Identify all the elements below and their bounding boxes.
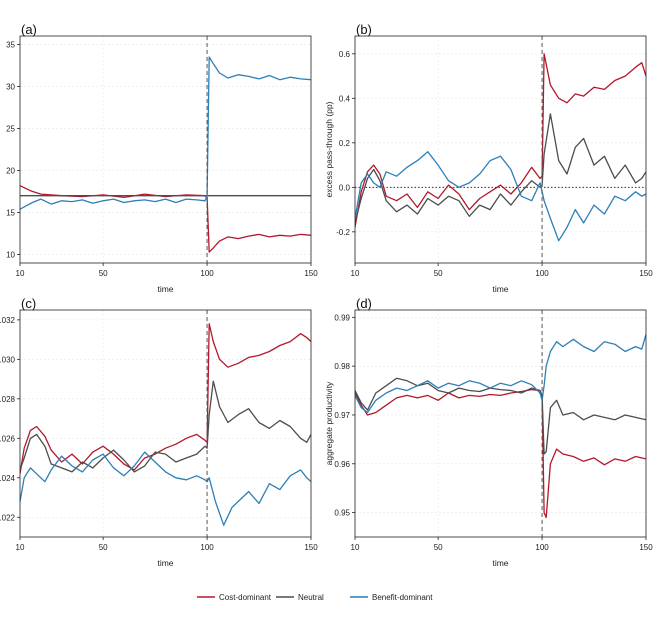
panel-label: (c) <box>21 296 36 311</box>
x-tick-label: 100 <box>200 269 214 278</box>
panel-label: (b) <box>356 22 372 37</box>
x-tick-label: 100 <box>535 269 549 278</box>
panel-label: (d) <box>356 296 372 311</box>
y-tick-label: .026 <box>0 434 16 443</box>
x-tick-label: 10 <box>351 269 360 278</box>
y-tick-label: 10 <box>6 251 15 260</box>
x-tick-label: 100 <box>535 543 549 552</box>
y-tick-label: .022 <box>0 513 16 522</box>
y-tick-label: .028 <box>0 395 16 404</box>
x-tick-label: 150 <box>639 269 653 278</box>
y-tick-label: 0.98 <box>334 362 350 371</box>
y-tick-label: 0.95 <box>334 509 350 518</box>
series-line-benefit <box>355 151 646 242</box>
y-axis-label: aggregate productivity <box>324 381 334 465</box>
x-tick-label: 50 <box>99 543 108 552</box>
x-tick-label: 100 <box>200 543 214 552</box>
series-line-cost <box>20 323 311 474</box>
y-tick-label: .030 <box>0 355 16 364</box>
panel-b: 10 50 100 150 -0.2 0.0 0.2 0.4 0.6 (b) time excess … <box>324 22 653 294</box>
series-line-neutral <box>20 380 311 473</box>
y-tick-label: 25 <box>6 124 15 133</box>
panel-d: 10 50 100 150 0.95 0.96 0.97 0.98 0.99 (d) time agg… <box>324 296 653 568</box>
x-tick-label: 50 <box>434 269 443 278</box>
series-line-cost <box>355 388 646 519</box>
x-axis-label: time <box>157 558 173 568</box>
y-tick-label: 20 <box>6 167 15 176</box>
y-tick-label: 0.96 <box>334 460 350 469</box>
series-line-benefit <box>20 56 311 210</box>
y-tick-label: 0.0 <box>339 183 351 192</box>
x-tick-label: 10 <box>351 543 360 552</box>
x-tick-label: 10 <box>16 543 25 552</box>
panel-a: 10 50 100 150 10 15 20 25 30 35 (a) time <box>6 22 318 294</box>
y-tick-label: 15 <box>6 209 15 218</box>
axes-frame <box>19 309 312 538</box>
legend: Cost-dominant Neutral Benefit-dominant <box>197 593 433 602</box>
series-line-neutral <box>355 377 646 455</box>
y-tick-label: 0.4 <box>339 94 351 103</box>
legend-label-neutral: Neutral <box>298 593 324 602</box>
axes-frame <box>19 35 312 264</box>
y-tick-label: .024 <box>0 474 16 483</box>
series-line-benefit <box>355 334 646 414</box>
x-axis-label: time <box>492 284 508 294</box>
y-tick-label: 0.2 <box>339 139 351 148</box>
x-tick-label: 150 <box>304 543 318 552</box>
series-line-cost <box>355 53 646 228</box>
panel-label: (a) <box>21 22 37 37</box>
legend-label-cost: Cost-dominant <box>219 593 272 602</box>
series-line-benefit <box>20 451 311 526</box>
x-tick-label: 10 <box>16 269 25 278</box>
series-line-cost <box>20 185 311 253</box>
y-tick-label: 0.99 <box>334 313 350 322</box>
series-line-neutral <box>355 113 646 224</box>
y-tick-label: .032 <box>0 316 16 325</box>
y-axis-label: excess pass-through (pp) <box>324 101 334 197</box>
legend-label-benefit: Benefit-dominant <box>372 593 433 602</box>
x-tick-label: 50 <box>99 269 108 278</box>
x-tick-label: 150 <box>639 543 653 552</box>
y-tick-label: -0.2 <box>336 228 350 237</box>
x-tick-label: 150 <box>304 269 318 278</box>
y-tick-label: 30 <box>6 82 15 91</box>
y-tick-label: 0.97 <box>334 411 350 420</box>
axes-frame <box>354 35 647 264</box>
y-tick-label: 35 <box>6 40 15 49</box>
x-axis-label: time <box>492 558 508 568</box>
y-tick-label: 0.6 <box>339 50 351 59</box>
panel-c: 10 50 100 150 .022 .024 .026 .028 .030 .032 (c) tim… <box>0 296 318 568</box>
axes-frame <box>354 309 647 538</box>
x-tick-label: 50 <box>434 543 443 552</box>
x-axis-label: time <box>157 284 173 294</box>
